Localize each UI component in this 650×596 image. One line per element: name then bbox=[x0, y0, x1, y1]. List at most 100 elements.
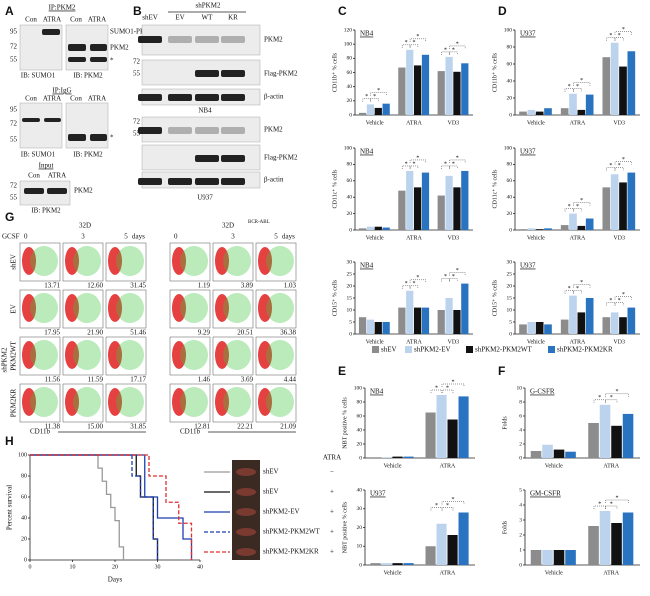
x-tick-label: Vehicle bbox=[527, 235, 545, 241]
sig-bracket bbox=[573, 290, 582, 294]
y-tick-label: 0 bbox=[519, 562, 522, 568]
flow-cluster bbox=[30, 293, 58, 323]
y-tick-label: 2 bbox=[519, 441, 522, 447]
sig-label: * bbox=[456, 41, 459, 47]
sig-bracket bbox=[449, 45, 466, 49]
legend-sign: + bbox=[330, 508, 334, 516]
y-tick-label: 0 bbox=[509, 331, 512, 337]
time-label: 0 bbox=[24, 233, 28, 241]
flow-cluster bbox=[108, 247, 122, 275]
x-tick-label: VD3 bbox=[613, 120, 625, 126]
y-tick-label: 20 bbox=[357, 525, 363, 531]
x-tick-label: VD3 bbox=[613, 339, 625, 345]
y-tick-label: 60 bbox=[507, 61, 513, 67]
y-tick-label: 40 bbox=[507, 194, 513, 200]
sig-bracket bbox=[441, 507, 454, 511]
y-tick-label: 15 bbox=[347, 295, 353, 301]
blot-label: Con bbox=[28, 172, 40, 180]
bar bbox=[569, 213, 577, 230]
sig-bracket bbox=[441, 278, 450, 282]
sig-label: * bbox=[452, 497, 455, 503]
blot-label: ATRA bbox=[48, 172, 66, 180]
bar bbox=[599, 404, 611, 458]
sig-bracket bbox=[401, 285, 411, 289]
bar bbox=[577, 109, 586, 115]
y-tick-label: 80 bbox=[507, 162, 513, 168]
y-tick-label: 120 bbox=[344, 27, 353, 33]
blot-label: IP:PKM2 bbox=[49, 4, 76, 12]
flow-value: 15.00 bbox=[87, 423, 103, 431]
blot-label: IB: SUMO1 bbox=[21, 72, 56, 80]
flow-cluster bbox=[73, 293, 101, 323]
y-tick-label: 100 bbox=[354, 385, 363, 391]
blot-label: β-actin bbox=[264, 176, 284, 184]
x-tick-label: Vehicle bbox=[384, 570, 402, 576]
sig-label: * bbox=[576, 84, 579, 90]
x-axis-label: Days bbox=[108, 576, 123, 584]
flow-cluster bbox=[22, 294, 36, 322]
flow-cluster bbox=[258, 247, 272, 275]
sig-label: * bbox=[444, 47, 447, 53]
legend-label: shPKM2-EV bbox=[263, 508, 300, 516]
blot-label: IB: PKM2 bbox=[73, 151, 103, 159]
blot-label: IB: PKM2 bbox=[73, 72, 103, 80]
x-tick-label: 10 bbox=[70, 564, 76, 570]
y-tick-label: 100 bbox=[344, 41, 353, 47]
y-axis-label: Percent survival bbox=[6, 485, 14, 530]
flow-cluster bbox=[65, 247, 79, 275]
blot-band bbox=[138, 178, 162, 185]
bar bbox=[392, 456, 403, 458]
flow-value: 12.81 bbox=[194, 423, 210, 431]
flow-cluster bbox=[108, 294, 122, 322]
group-label: 32D bbox=[222, 222, 234, 230]
blot-label: IP:IgG bbox=[52, 87, 71, 95]
bar bbox=[553, 550, 565, 565]
bar bbox=[544, 108, 552, 115]
y-tick-label: 80 bbox=[507, 44, 513, 50]
sig-bracket bbox=[593, 399, 606, 403]
sig-bracket bbox=[573, 88, 582, 92]
y-axis-label: CD11c⁺ % cells bbox=[491, 169, 498, 209]
legend-sign: − bbox=[330, 468, 334, 476]
sig-label: * bbox=[452, 161, 455, 167]
flow-value: 1.03 bbox=[284, 282, 297, 290]
flow-cluster bbox=[258, 388, 272, 416]
flow-cluster bbox=[180, 293, 208, 323]
y-axis-label: NBT positive % cells bbox=[342, 397, 348, 449]
sig-label: * bbox=[576, 204, 579, 210]
panel-letter: D bbox=[498, 4, 507, 18]
y-tick-label: 25 bbox=[347, 271, 353, 277]
sig-label: * bbox=[452, 47, 455, 53]
sig-label: * bbox=[456, 268, 459, 274]
bar bbox=[437, 310, 445, 334]
sig-label: * bbox=[446, 503, 449, 509]
flow-cluster bbox=[116, 293, 144, 323]
y-tick-label: 15 bbox=[507, 295, 513, 301]
sig-bracket bbox=[564, 208, 574, 212]
x-tick-label: Vehicle bbox=[545, 463, 563, 469]
x-tick-label: ATRA bbox=[570, 235, 586, 241]
sig-label: * bbox=[622, 292, 625, 298]
legend-sign: + bbox=[330, 488, 334, 496]
bar bbox=[585, 94, 594, 115]
row-label: shEV bbox=[10, 254, 18, 270]
bar bbox=[458, 396, 469, 458]
time-label: days bbox=[132, 233, 145, 241]
y-tick-label: 100 bbox=[344, 145, 353, 151]
time-label: 5 bbox=[124, 233, 128, 241]
x-tick-label: 0 bbox=[29, 564, 32, 570]
blot-band bbox=[195, 178, 219, 185]
legend-swatch bbox=[372, 346, 379, 353]
sig-bracket bbox=[362, 98, 371, 102]
legend-sign: + bbox=[330, 528, 334, 536]
blot-label: * bbox=[110, 134, 114, 142]
bar bbox=[406, 170, 414, 230]
flow-cluster bbox=[116, 387, 144, 417]
bar bbox=[445, 175, 453, 230]
sig-bracket bbox=[605, 505, 618, 509]
x-tick-label: ATRA bbox=[406, 339, 422, 345]
legend-header: ATRA bbox=[323, 454, 341, 462]
bar bbox=[398, 67, 406, 115]
sig-label: * bbox=[405, 161, 408, 167]
blot-label: β-actin bbox=[264, 93, 284, 101]
